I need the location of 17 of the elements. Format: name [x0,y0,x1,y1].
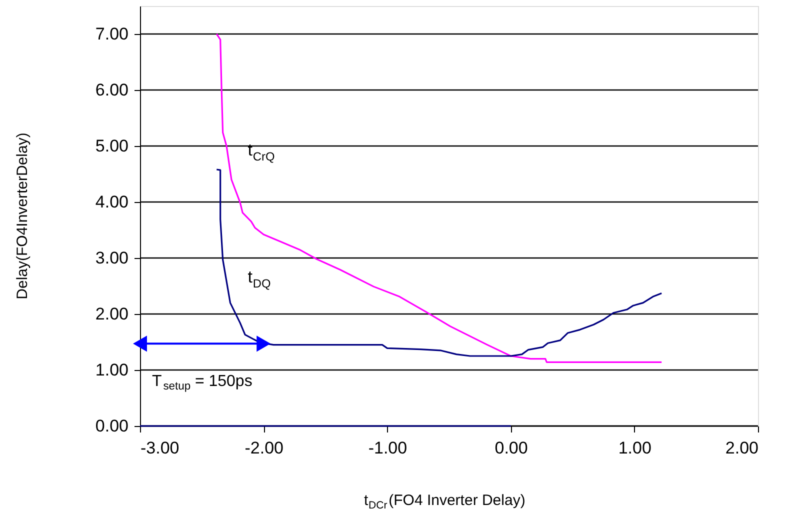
y-tick-label: 7.00 [95,24,128,44]
x-tick-label: -2.00 [244,438,284,458]
x-tick-label: -3.00 [140,438,180,458]
y-tick-label: 6.00 [95,80,128,100]
y-tick-label: 1.00 [95,360,128,380]
y-tick-label: 5.00 [95,136,128,156]
line-series [216,168,662,357]
y-axis-title: Delay(FO4InverterDelay) [14,132,31,300]
x-tick-label: 1.00 [618,438,652,458]
y-tick-label: 2.00 [95,304,128,324]
line-series [216,33,662,363]
y-tick-label: 3.00 [95,248,128,268]
x-tick-label: -1.00 [368,438,408,458]
x-tick-label: 2.00 [725,438,758,458]
y-tick-label: 4.00 [95,192,128,212]
x-tick-label: 0.00 [494,438,528,458]
y-tick-label: 0.00 [95,416,128,436]
